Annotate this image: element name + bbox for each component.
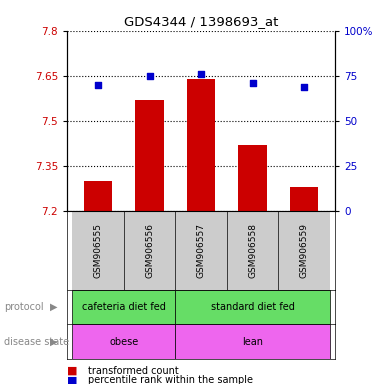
Bar (124, 211, 175, 290)
Bar (239, 145, 267, 211)
Bar (278, 211, 330, 290)
Text: protocol: protocol (4, 302, 43, 312)
Point (95, 82, 101, 88)
Bar (72, 290, 175, 324)
Text: GSM906557: GSM906557 (196, 223, 206, 278)
Text: transformed count: transformed count (88, 366, 179, 376)
Point (198, 71, 204, 77)
Text: GSM906555: GSM906555 (93, 223, 103, 278)
Point (301, 84, 307, 90)
Text: ■: ■ (67, 366, 77, 376)
Bar (72, 211, 124, 290)
Point (146, 73, 152, 79)
Text: disease state: disease state (4, 337, 69, 347)
Text: obese: obese (109, 337, 138, 347)
Text: GSM906558: GSM906558 (248, 223, 257, 278)
Bar (135, 100, 164, 211)
Bar (290, 187, 318, 211)
Text: percentile rank within the sample: percentile rank within the sample (88, 375, 253, 384)
Bar (227, 211, 278, 290)
Text: GSM906559: GSM906559 (300, 223, 309, 278)
Bar (175, 324, 330, 359)
Bar (84, 181, 112, 211)
Bar (175, 290, 330, 324)
Point (250, 80, 256, 86)
Bar (175, 211, 227, 290)
Title: GDS4344 / 1398693_at: GDS4344 / 1398693_at (124, 15, 278, 28)
Bar (187, 79, 215, 211)
Text: cafeteria diet fed: cafeteria diet fed (82, 302, 166, 312)
Text: ▶: ▶ (50, 337, 57, 347)
Text: GSM906556: GSM906556 (145, 223, 154, 278)
Bar (72, 324, 175, 359)
Text: standard diet fed: standard diet fed (211, 302, 295, 312)
Text: ▶: ▶ (50, 302, 57, 312)
Text: lean: lean (242, 337, 263, 347)
Text: ■: ■ (67, 375, 77, 384)
